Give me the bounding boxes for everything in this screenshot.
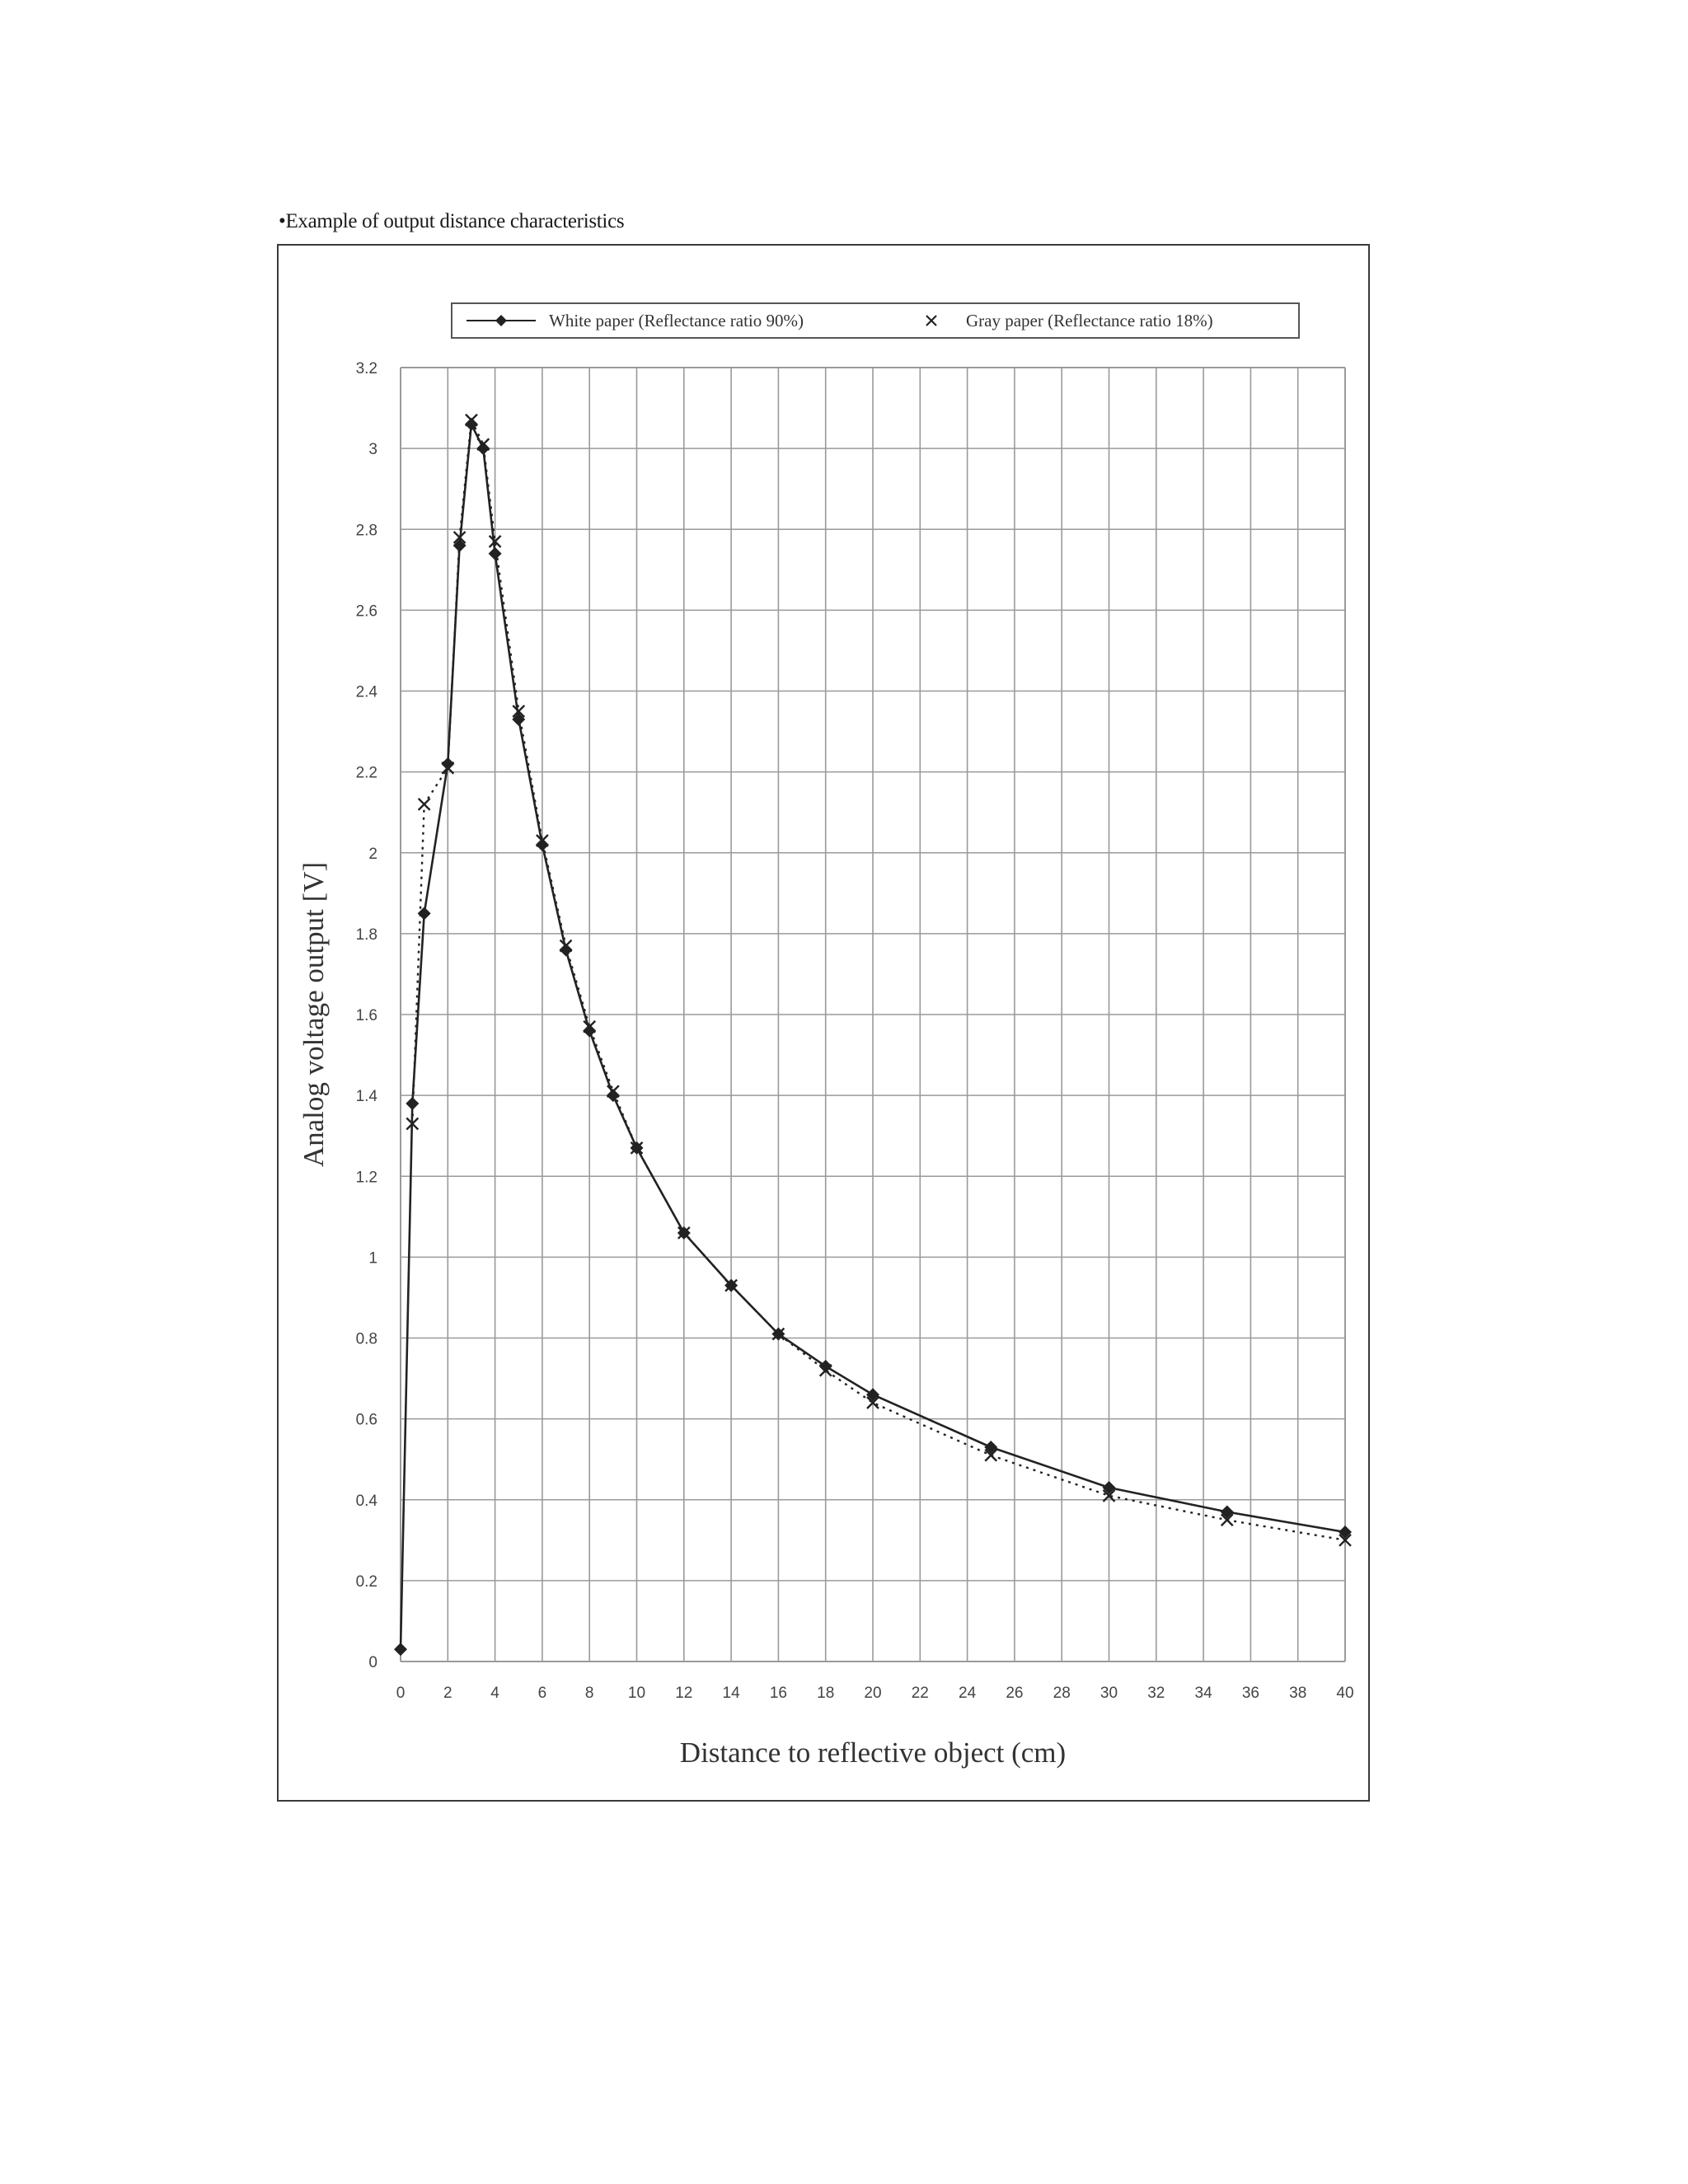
legend-entry-white-paper: White paper (Reflectance ratio 90%) [549,311,804,330]
point-white-paper-11 [583,1024,597,1038]
point-white-paper-0 [394,1643,407,1657]
point-gray-paper-11 [607,1085,620,1099]
x-tick-label-30: 30 [1100,1685,1118,1702]
x-tick-label-34: 34 [1195,1685,1213,1702]
point-gray-paper-4 [465,413,478,427]
point-gray-paper-12 [630,1141,644,1155]
y-tick-label-0-8: 0.8 [356,1331,377,1348]
x-tick-label-0: 0 [396,1685,406,1702]
tick-layer: 0 2 4 6 8 10 12 14 16 18 20 22 24 26 28 30 32 34 36 38 4000.… [356,360,1354,1702]
x-tick-label-32: 32 [1147,1685,1165,1702]
x-tick-label-18: 18 [817,1685,834,1702]
point-gray-paper-8 [536,834,549,847]
legend-marker-white-paper [495,315,507,326]
legend: White paper (Reflectance ratio 90%) Gray… [451,302,1300,339]
point-gray-paper-7 [512,705,526,718]
point-gray-paper-20 [1220,1513,1234,1527]
point-gray-paper-6 [488,535,502,548]
legend-box [451,302,1300,339]
x-tick-label-26: 26 [1006,1685,1023,1702]
point-white-paper-1 [406,1096,420,1110]
x-tick-label-38: 38 [1289,1685,1306,1702]
legend-marker-gray-paper [926,315,937,326]
x-tick-label-24: 24 [959,1685,977,1702]
y-tick-label-1-8: 1.8 [356,926,377,944]
x-tick-label-6: 6 [538,1685,547,1702]
x-tick-label-16: 16 [770,1685,787,1702]
chart-svg: 0 2 4 6 8 10 12 14 16 18 20 22 24 26 28 30 32 34 36 38 4000.… [298,302,1354,1769]
point-gray-paper-15 [771,1327,785,1341]
point-gray-paper-10 [583,1019,597,1033]
point-gray-paper-2 [441,761,455,775]
point-gray-paper-1 [417,798,431,811]
y-tick-label-1-2: 1.2 [356,1169,377,1186]
y-tick-label-2-8: 2.8 [356,522,377,539]
series-line-gray-paper [411,419,1346,1541]
point-white-paper-10 [559,943,573,957]
point-gray-paper-3 [452,531,467,544]
y-tick-label-2: 2 [368,846,377,863]
y-tick-label-3-2: 3.2 [356,360,377,377]
grid-layer [400,367,1346,1662]
legend-entry-gray-paper: Gray paper (Reflectance ratio 18%) [966,311,1213,330]
point-gray-paper-13 [677,1226,691,1240]
x-tick-label-14: 14 [723,1685,741,1702]
point-gray-paper-5 [476,438,490,452]
series-layer [394,413,1352,1657]
x-tick-label-22: 22 [912,1685,929,1702]
x-tick-label-2: 2 [443,1685,452,1702]
point-white-paper-3 [441,757,455,771]
point-white-paper-22 [1339,1526,1352,1539]
point-white-paper-18 [866,1388,879,1402]
point-white-paper-4 [452,538,467,552]
point-gray-paper-0 [406,1117,420,1131]
point-white-paper-19 [984,1440,998,1454]
x-tick-label-8: 8 [585,1685,594,1702]
y-tick-label-1: 1 [368,1249,377,1267]
point-gray-paper-16 [818,1363,832,1377]
figure-caption: •Example of output distance characterist… [279,210,625,232]
point-white-paper-20 [1102,1481,1116,1495]
point-white-paper-12 [606,1089,620,1103]
point-white-paper-2 [417,907,431,921]
y-tick-label-1-4: 1.4 [356,1088,378,1105]
point-white-paper-8 [512,712,526,726]
x-tick-label-40: 40 [1336,1685,1353,1702]
x-axis-title: Distance to reflective object (cm) [680,1736,1066,1769]
y-tick-label-2-2: 2.2 [356,765,377,782]
y-tick-label-2-4: 2.4 [356,684,378,701]
y-axis-title: Analog voltage output [V] [298,862,330,1167]
point-white-paper-21 [1220,1505,1234,1519]
y-tick-label-1-6: 1.6 [356,1007,377,1024]
y-tick-label-0: 0 [368,1654,377,1671]
x-tick-label-20: 20 [864,1685,881,1702]
chart-frame: 0 2 4 6 8 10 12 14 16 18 20 22 24 26 28 30 32 34 36 38 40 0 0.… [277,244,1370,1802]
y-tick-label-0-4: 0.4 [356,1493,378,1510]
y-tick-label-2-6: 2.6 [356,602,377,620]
y-tick-label-3: 3 [368,441,377,458]
y-tick-label-0-6: 0.6 [356,1412,377,1429]
point-gray-paper-17 [866,1396,879,1409]
point-white-paper-7 [488,546,502,560]
point-gray-paper-18 [984,1448,998,1462]
x-tick-label-4: 4 [490,1685,499,1702]
point-gray-paper-19 [1102,1488,1116,1502]
point-gray-paper-14 [724,1278,738,1292]
point-white-paper-17 [818,1359,832,1373]
point-gray-paper-21 [1339,1533,1352,1547]
x-tick-label-28: 28 [1053,1685,1071,1702]
x-tick-label-36: 36 [1242,1685,1259,1702]
y-tick-label-0-2: 0.2 [356,1573,377,1591]
point-white-paper-5 [464,417,478,431]
x-tick-label-12: 12 [675,1685,692,1702]
point-gray-paper-9 [559,939,573,953]
x-tick-label-10: 10 [628,1685,645,1702]
